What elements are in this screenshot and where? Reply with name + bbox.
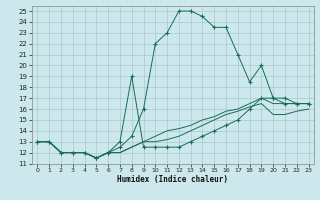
X-axis label: Humidex (Indice chaleur): Humidex (Indice chaleur) xyxy=(117,175,228,184)
